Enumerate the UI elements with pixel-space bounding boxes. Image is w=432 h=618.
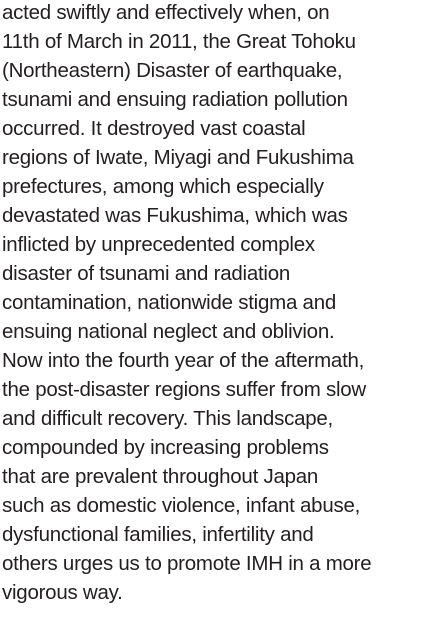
- text-line: the post-disaster regions suffer from sl…: [2, 378, 366, 401]
- text-line: ensuing national neglect and oblivion.: [2, 320, 335, 343]
- text-line: disaster of tsunami and radiation: [2, 262, 291, 285]
- text-line: occurred. It destroyed vast coastal: [2, 117, 306, 140]
- text-line: that are prevalent throughout Japan: [2, 465, 319, 488]
- text-line: such as domestic violence, infant abuse,: [2, 494, 361, 517]
- text-line: devastated was Fukushima, which was: [2, 204, 348, 227]
- text-line: (Northeastern) Disaster of earthquake,: [2, 59, 343, 82]
- text-line: dysfunctional families, infertility and: [2, 523, 314, 546]
- text-line: Now into the fourth year of the aftermat…: [2, 349, 365, 372]
- text-line: vigorous way.: [2, 581, 123, 604]
- text-line: others urges us to promote IMH in a more: [2, 552, 372, 575]
- text-line: prefectures, among which especially: [2, 175, 324, 198]
- text-line: contamination, nationwide stigma and: [2, 291, 337, 314]
- text-line: inflicted by unprecedented complex: [2, 233, 315, 256]
- text-line: tsunami and ensuing radiation pollution: [2, 88, 348, 111]
- text-line: compounded by increasing problems: [2, 436, 329, 459]
- text-line: regions of Iwate, Miyagi and Fukushima: [2, 146, 354, 169]
- text-line: 11th of March in 2011, the Great Tohoku: [2, 30, 356, 53]
- text-line: and difficult recovery. This landscape,: [2, 407, 333, 430]
- text-line: acted swiftly and effectively when, on: [2, 1, 330, 24]
